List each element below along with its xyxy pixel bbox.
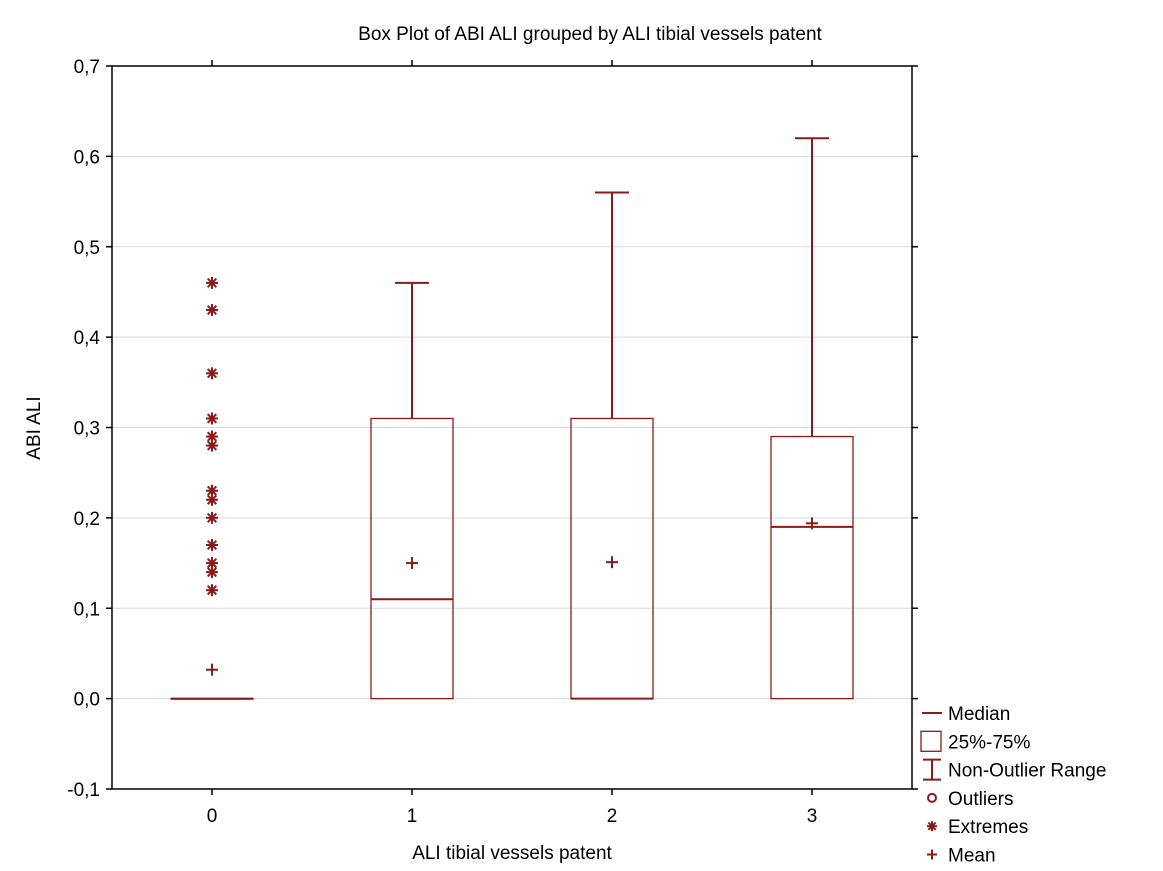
extreme-point [206,538,218,551]
y-tick-label: 0,4 [74,328,101,349]
legend-item-box: 25%-75% [920,730,1030,753]
y-tick-label: 0,5 [74,238,100,259]
mean-marker [606,556,618,569]
legend-label: Extremes [948,817,1028,838]
mean-marker [406,557,418,570]
extreme-point [206,367,218,380]
legend-item-extreme: Extremes [927,817,1028,838]
legend-item-whisker: Non-Outlier Range [923,758,1106,782]
extreme-point [206,557,218,570]
box-group-3 [770,137,854,700]
legend-label: Non-Outlier Range [948,761,1106,782]
mean-marker [806,517,818,530]
y-tick-label: 0,3 [74,419,100,440]
x-tick-label: 1 [407,806,418,827]
extreme-point [206,430,218,443]
legend-label: Mean [948,846,996,867]
x-tick-label: 0 [207,806,218,827]
legend-item-mean: Mean [927,846,996,867]
legend-item-median: Median [922,704,1010,725]
grid-lines [112,65,912,790]
mean-marker [927,849,937,860]
iqr-box [370,417,454,700]
extreme-point [206,566,218,579]
y-tick-label: 0,0 [74,690,100,711]
legend-label: 25%-75% [948,732,1030,753]
extreme-point [927,821,937,832]
y-axis-label: ABI ALI [24,396,45,459]
extreme-point [206,511,218,524]
box-group-1 [370,281,454,700]
legend-outlier-swatch [927,792,937,803]
box-group-0 [170,276,254,700]
extreme-point [206,439,218,452]
y-tick-label: 0,1 [74,599,100,620]
legend: Median 25%-75% Non-Outlier Range Outliers Ex… [920,704,1106,867]
y-tick-label: 0,6 [74,147,100,168]
legend-box-swatch [920,730,942,752]
legend-label: Median [948,704,1010,725]
iqr-box [770,435,854,700]
y-tick-label: -0,1 [67,780,100,801]
box-group-2 [570,191,654,700]
x-tick-label: 2 [607,806,618,827]
extreme-point [206,276,218,289]
mean-marker [206,663,218,676]
x-tick-label: 3 [807,806,818,827]
extreme-point [206,412,218,425]
legend-label: Outliers [948,789,1013,810]
extreme-point [206,493,218,506]
extreme-point [206,304,218,317]
y-tick-label: 0,2 [74,509,100,530]
chart-title: Box Plot of ABI ALI grouped by ALI tibia… [358,24,822,45]
axes: -0,1 0,0 0,1 0,2 0,3 0,4 0,5 0,6 0,7 0 1 2 3 [67,57,918,827]
y-tick-label: 0,7 [74,57,100,78]
box-plot-marks [170,137,854,700]
x-axis-label: ALI tibial vessels patent [412,843,612,864]
legend-item-outlier: Outliers [927,789,1013,810]
extreme-point [206,584,218,597]
